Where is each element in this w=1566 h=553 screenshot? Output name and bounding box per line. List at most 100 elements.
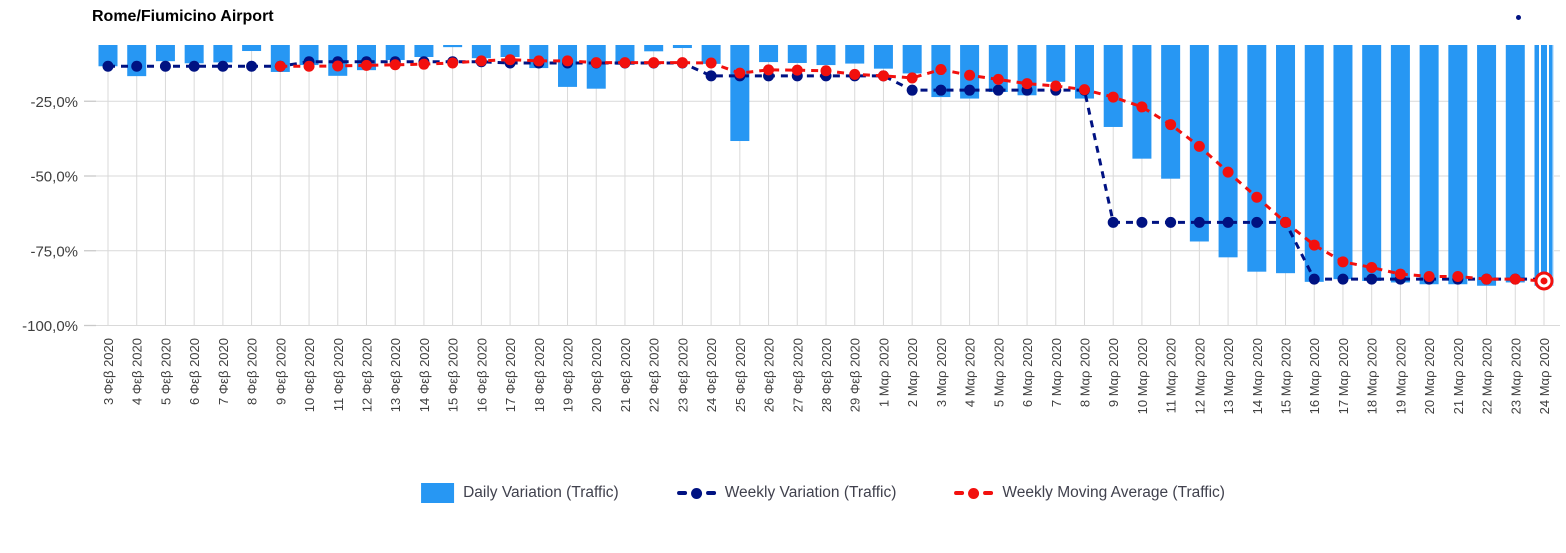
weekly-moving-average-point[interactable] bbox=[418, 58, 430, 70]
daily-bar[interactable] bbox=[155, 45, 175, 62]
weekly-moving-average-point[interactable] bbox=[1136, 101, 1148, 113]
daily-bar[interactable] bbox=[1362, 45, 1382, 281]
weekly-moving-average-point[interactable] bbox=[1050, 80, 1062, 92]
daily-bar[interactable] bbox=[701, 45, 721, 64]
daily-bar[interactable] bbox=[644, 45, 664, 52]
daily-bar[interactable] bbox=[1218, 45, 1238, 258]
daily-bar[interactable] bbox=[213, 45, 233, 63]
weekly-variation-point[interactable] bbox=[1251, 216, 1263, 228]
daily-bar[interactable] bbox=[902, 45, 922, 74]
daily-bar[interactable] bbox=[1074, 45, 1094, 99]
weekly-moving-average-point[interactable] bbox=[1165, 119, 1177, 131]
daily-bar[interactable] bbox=[1419, 45, 1439, 285]
daily-bar[interactable] bbox=[615, 45, 635, 65]
daily-bar[interactable] bbox=[873, 45, 893, 69]
weekly-moving-average-point[interactable] bbox=[1366, 261, 1378, 273]
daily-bar[interactable] bbox=[242, 45, 262, 52]
weekly-moving-average-point[interactable] bbox=[877, 70, 889, 82]
weekly-variation-point[interactable] bbox=[246, 60, 258, 72]
weekly-moving-average-point[interactable] bbox=[849, 68, 861, 80]
daily-bar[interactable] bbox=[1247, 45, 1267, 272]
daily-bar[interactable] bbox=[1448, 45, 1468, 285]
weekly-moving-average-point[interactable] bbox=[504, 54, 516, 66]
weekly-moving-average-point[interactable] bbox=[1193, 140, 1205, 152]
weekly-moving-average-point[interactable] bbox=[447, 57, 459, 69]
weekly-moving-average-point[interactable] bbox=[676, 57, 688, 69]
daily-bar[interactable] bbox=[1103, 45, 1123, 127]
daily-bar[interactable] bbox=[1276, 45, 1296, 274]
weekly-variation-point[interactable] bbox=[217, 60, 229, 72]
weekly-moving-average-point[interactable] bbox=[1107, 91, 1119, 103]
weekly-moving-average-point[interactable] bbox=[274, 60, 286, 72]
daily-bar[interactable] bbox=[98, 45, 118, 67]
weekly-moving-average-point[interactable] bbox=[705, 57, 717, 69]
daily-bar[interactable] bbox=[1333, 45, 1353, 280]
daily-bar[interactable] bbox=[1046, 45, 1066, 82]
weekly-moving-average-point[interactable] bbox=[791, 64, 803, 76]
daily-bar[interactable] bbox=[1505, 45, 1525, 283]
weekly-moving-average-point[interactable] bbox=[1308, 239, 1320, 251]
weekly-moving-average-point[interactable] bbox=[935, 64, 947, 76]
weekly-moving-average-point[interactable] bbox=[820, 65, 832, 77]
weekly-moving-average-point[interactable] bbox=[906, 72, 918, 84]
daily-bar[interactable] bbox=[730, 45, 750, 142]
weekly-moving-average-point[interactable] bbox=[389, 59, 401, 71]
weekly-moving-average-point[interactable] bbox=[619, 57, 631, 69]
weekly-moving-average-point[interactable] bbox=[734, 67, 746, 79]
daily-bar[interactable] bbox=[816, 45, 836, 66]
weekly-variation-point[interactable] bbox=[131, 60, 143, 72]
weekly-moving-average-point[interactable] bbox=[332, 60, 344, 72]
weekly-moving-average-point[interactable] bbox=[1251, 191, 1263, 203]
weekly-moving-average-point[interactable] bbox=[1509, 273, 1521, 285]
weekly-moving-average-point[interactable] bbox=[1394, 268, 1406, 280]
daily-bar[interactable] bbox=[1304, 45, 1324, 282]
weekly-variation-point[interactable] bbox=[1366, 273, 1378, 285]
weekly-moving-average-point[interactable] bbox=[562, 55, 574, 67]
weekly-moving-average-point[interactable] bbox=[648, 57, 660, 69]
weekly-moving-average-point[interactable] bbox=[1481, 273, 1493, 285]
legend-item-weekly-variation[interactable]: Weekly Variation (Traffic) bbox=[676, 484, 896, 502]
weekly-variation-point[interactable] bbox=[102, 60, 114, 72]
weekly-variation-point[interactable] bbox=[1337, 273, 1349, 285]
weekly-variation-point[interactable] bbox=[906, 84, 918, 96]
weekly-moving-average-point[interactable] bbox=[1280, 216, 1292, 228]
weekly-variation-point[interactable] bbox=[1193, 216, 1205, 228]
weekly-moving-average-point[interactable] bbox=[590, 57, 602, 69]
daily-bar[interactable] bbox=[414, 45, 434, 57]
daily-bar[interactable] bbox=[1477, 45, 1497, 286]
weekly-variation-point[interactable] bbox=[1136, 216, 1148, 228]
weekly-moving-average-point[interactable] bbox=[1021, 78, 1033, 90]
weekly-variation-point[interactable] bbox=[1107, 216, 1119, 228]
daily-bar[interactable] bbox=[500, 45, 520, 57]
daily-bar[interactable] bbox=[471, 45, 491, 59]
weekly-moving-average-point[interactable] bbox=[763, 64, 775, 76]
daily-bar[interactable] bbox=[1534, 45, 1554, 286]
weekly-variation-point[interactable] bbox=[1222, 216, 1234, 228]
daily-bar[interactable] bbox=[1161, 45, 1181, 179]
legend-item-weekly-moving-average[interactable]: Weekly Moving Average (Traffic) bbox=[954, 484, 1225, 502]
weekly-moving-average-point[interactable] bbox=[1078, 84, 1090, 96]
weekly-variation-point[interactable] bbox=[705, 70, 717, 82]
weekly-variation-point[interactable] bbox=[964, 84, 976, 96]
weekly-moving-average-point[interactable] bbox=[303, 60, 315, 72]
weekly-moving-average-point[interactable] bbox=[475, 55, 487, 67]
daily-bar[interactable] bbox=[787, 45, 807, 63]
daily-bar[interactable] bbox=[184, 45, 204, 64]
weekly-variation-point[interactable] bbox=[935, 84, 947, 96]
weekly-moving-average-point[interactable] bbox=[1452, 270, 1464, 282]
weekly-moving-average-point[interactable] bbox=[1337, 256, 1349, 268]
weekly-variation-point[interactable] bbox=[159, 60, 171, 72]
daily-bar[interactable] bbox=[1390, 45, 1410, 283]
legend-item-daily-variation[interactable]: Daily Variation (Traffic) bbox=[421, 483, 619, 503]
weekly-moving-average-point[interactable] bbox=[533, 55, 545, 67]
daily-bar[interactable] bbox=[443, 45, 463, 48]
daily-bar[interactable] bbox=[845, 45, 865, 64]
weekly-moving-average-point[interactable] bbox=[1222, 166, 1234, 178]
weekly-moving-average-point[interactable] bbox=[1423, 270, 1435, 282]
weekly-variation-point[interactable] bbox=[1165, 216, 1177, 228]
daily-bar[interactable] bbox=[385, 45, 405, 60]
weekly-variation-point[interactable] bbox=[992, 84, 1004, 96]
daily-bar[interactable] bbox=[759, 45, 779, 63]
weekly-moving-average-point[interactable] bbox=[360, 59, 372, 71]
